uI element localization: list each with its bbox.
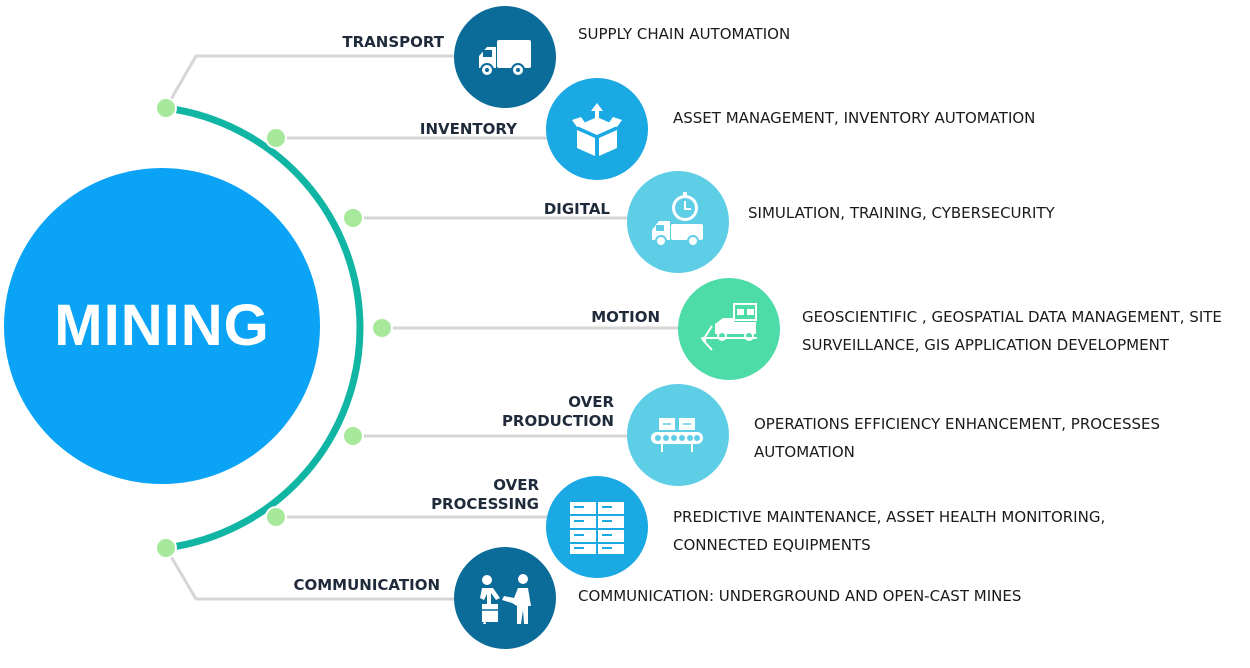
label-inventory: INVENTORY [419, 120, 517, 138]
desc-inventory: ASSET MANAGEMENT, INVENTORY AUTOMATION [673, 109, 1036, 127]
desc-communication: COMMUNICATION: UNDERGROUND AND OPEN-CAST… [578, 587, 1022, 605]
connector-lines [164, 54, 690, 601]
mining-main-circle [4, 168, 320, 484]
box-arrow-icon [572, 103, 622, 156]
connector-communication [164, 547, 470, 601]
desc-over-processing: PREDICTIVE MAINTENANCE, ASSET HEALTH MON… [673, 508, 1106, 554]
conveyor-icon [651, 418, 703, 452]
desc-over-production: OPERATIONS EFFICIENCY ENHANCEMENT, PROCE… [754, 415, 1161, 461]
label-over-processing-line2: PROCESSING [431, 495, 539, 513]
node-digital [342, 207, 364, 229]
label-transport: TRANSPORT [342, 33, 444, 51]
desc-motion: GEOSCIENTIFIC , GEOSPATIAL DATA MANAGEME… [802, 308, 1222, 354]
stacked-boxes-icon [570, 502, 624, 554]
node-inventory [265, 127, 287, 149]
mining-title: MINING [54, 293, 270, 358]
node-over-production [342, 425, 364, 447]
label-over-processing: OVER PROCESSING [431, 476, 539, 514]
truck-icon [479, 40, 531, 77]
forklift-motion-icon [700, 303, 757, 351]
truck-clock-icon [652, 192, 703, 247]
digital-circle [627, 171, 729, 273]
arc-nodes [155, 97, 393, 559]
desc-digital: SIMULATION, TRAINING, CYBERSECURITY [748, 204, 1055, 222]
desc-transport: SUPPLY CHAIN AUTOMATION [578, 25, 791, 43]
over-processing-circle [546, 476, 648, 578]
label-motion: MOTION [591, 308, 660, 326]
label-over-production-line2: PRODUCTION [501, 412, 614, 430]
node-transport [155, 97, 177, 119]
node-communication [155, 537, 177, 559]
label-digital: DIGITAL [543, 200, 610, 218]
mining-arc [165, 104, 364, 552]
label-over-processing-line1: OVER [493, 476, 539, 494]
label-over-production-line1: OVER [568, 393, 614, 411]
label-communication: COMMUNICATION [293, 576, 441, 594]
people-handshake-icon [480, 574, 531, 624]
node-over-processing [265, 506, 287, 528]
connector-transport [164, 54, 470, 109]
node-motion [371, 317, 393, 339]
label-over-production: OVER PRODUCTION [502, 393, 614, 431]
